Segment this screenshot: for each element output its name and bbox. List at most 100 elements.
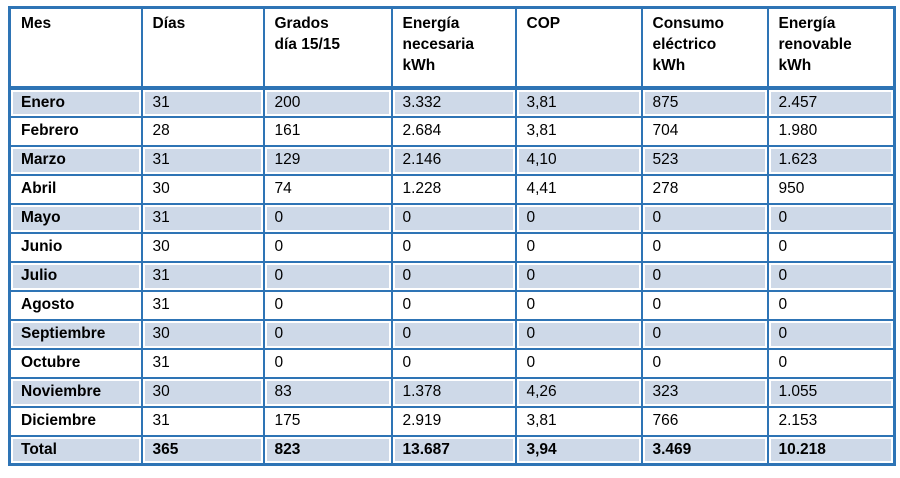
value-cell: 0 (262, 202, 393, 234)
value-cell: 0 (640, 260, 769, 292)
value-cell: 83 (262, 376, 393, 408)
month-cell: Total (8, 434, 143, 466)
month-cell: Julio (8, 260, 143, 292)
value-cell: 74 (262, 173, 393, 205)
month-cell: Abril (8, 173, 143, 205)
value-cell: 161 (262, 115, 393, 147)
value-cell: 2.919 (390, 405, 517, 437)
table-row: Marzo 31 129 2.146 4,10 523 1.623 (8, 144, 896, 176)
value-cell: 0 (262, 289, 393, 321)
table-row: Octubre 31 0 0 0 0 0 (8, 347, 896, 379)
value-cell: 3,81 (514, 405, 643, 437)
value-cell: 0 (766, 202, 896, 234)
value-cell: 3.332 (390, 86, 517, 118)
table-row: Agosto 31 0 0 0 0 0 (8, 289, 896, 321)
month-cell: Agosto (8, 289, 143, 321)
table-header: Mes Días Grados día 15/15 Energía necesaria… (8, 6, 896, 90)
value-cell: 1.055 (766, 376, 896, 408)
column-header: Días (140, 6, 265, 90)
energy-consumption-table: Mes Días Grados día 15/15 Energía necesaria… (8, 6, 896, 466)
column-header: Consumo eléctrico kWh (640, 6, 769, 90)
column-header: Mes (8, 6, 143, 90)
value-cell: 31 (140, 289, 265, 321)
value-cell: 766 (640, 405, 769, 437)
table-row: Noviembre 30 83 1.378 4,26 323 1.055 (8, 376, 896, 408)
value-cell: 0 (514, 202, 643, 234)
table-row: Abril 30 74 1.228 4,41 278 950 (8, 173, 896, 205)
value-cell: 30 (140, 231, 265, 263)
value-cell: 3.469 (640, 434, 769, 466)
value-cell: 31 (140, 202, 265, 234)
value-cell: 3,81 (514, 115, 643, 147)
value-cell: 31 (140, 86, 265, 118)
value-cell: 0 (514, 231, 643, 263)
value-cell: 1.623 (766, 144, 896, 176)
value-cell: 0 (390, 202, 517, 234)
value-cell: 1.980 (766, 115, 896, 147)
value-cell: 30 (140, 173, 265, 205)
value-cell: 0 (262, 231, 393, 263)
value-cell: 3,94 (514, 434, 643, 466)
value-cell: 200 (262, 86, 393, 118)
value-cell: 0 (640, 318, 769, 350)
value-cell: 31 (140, 144, 265, 176)
value-cell: 0 (390, 260, 517, 292)
value-cell: 10.218 (766, 434, 896, 466)
table-row: Febrero 28 161 2.684 3,81 704 1.980 (8, 115, 896, 147)
value-cell: 0 (390, 289, 517, 321)
month-cell: Febrero (8, 115, 143, 147)
value-cell: 0 (262, 318, 393, 350)
value-cell: 0 (766, 260, 896, 292)
value-cell: 3,81 (514, 86, 643, 118)
value-cell: 0 (766, 318, 896, 350)
column-header: Grados día 15/15 (262, 6, 393, 90)
month-cell: Noviembre (8, 376, 143, 408)
value-cell: 0 (262, 260, 393, 292)
value-cell: 875 (640, 86, 769, 118)
table-row: Mayo 31 0 0 0 0 0 (8, 202, 896, 234)
value-cell: 30 (140, 376, 265, 408)
column-header: Energía necesaria kWh (390, 6, 517, 90)
value-cell: 0 (640, 289, 769, 321)
month-cell: Marzo (8, 144, 143, 176)
month-cell: Octubre (8, 347, 143, 379)
value-cell: 0 (766, 231, 896, 263)
column-header: Energía renovable kWh (766, 6, 896, 90)
table-header-row: Mes Días Grados día 15/15 Energía necesaria… (8, 6, 896, 90)
value-cell: 0 (640, 202, 769, 234)
value-cell: 2.684 (390, 115, 517, 147)
value-cell: 0 (766, 289, 896, 321)
value-cell: 1.228 (390, 173, 517, 205)
value-cell: 0 (390, 318, 517, 350)
value-cell: 0 (514, 318, 643, 350)
value-cell: 0 (514, 260, 643, 292)
value-cell: 2.457 (766, 86, 896, 118)
value-cell: 2.146 (390, 144, 517, 176)
value-cell: 13.687 (390, 434, 517, 466)
total-row: Total 365 823 13.687 3,94 3.469 10.218 (8, 434, 896, 466)
value-cell: 1.378 (390, 376, 517, 408)
value-cell: 129 (262, 144, 393, 176)
table-row: Enero 31 200 3.332 3,81 875 2.457 (8, 86, 896, 118)
value-cell: 0 (640, 347, 769, 379)
value-cell: 0 (514, 347, 643, 379)
column-header: COP (514, 6, 643, 90)
value-cell: 4,26 (514, 376, 643, 408)
month-cell: Enero (8, 86, 143, 118)
table-row: Junio 30 0 0 0 0 0 (8, 231, 896, 263)
value-cell: 950 (766, 173, 896, 205)
table-row: Septiembre 30 0 0 0 0 0 (8, 318, 896, 350)
month-cell: Diciembre (8, 405, 143, 437)
month-cell: Mayo (8, 202, 143, 234)
value-cell: 0 (390, 231, 517, 263)
value-cell: 175 (262, 405, 393, 437)
value-cell: 28 (140, 115, 265, 147)
value-cell: 0 (514, 289, 643, 321)
value-cell: 823 (262, 434, 393, 466)
value-cell: 523 (640, 144, 769, 176)
value-cell: 278 (640, 173, 769, 205)
value-cell: 704 (640, 115, 769, 147)
table-body: Enero 31 200 3.332 3,81 875 2.457 Febrero 28 161 2… (8, 86, 896, 466)
month-cell: Junio (8, 231, 143, 263)
